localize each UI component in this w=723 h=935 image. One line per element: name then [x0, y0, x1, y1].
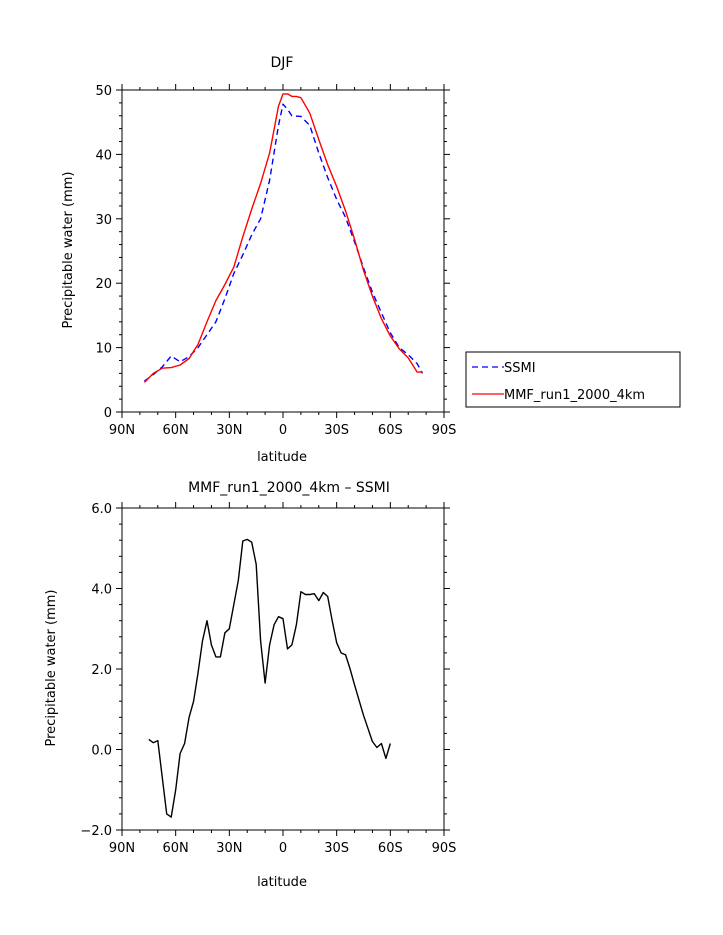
bottom-plot-frame	[121, 507, 445, 831]
top-y-tick-label: 30	[95, 213, 112, 228]
top-x-tick-label: 0	[279, 423, 287, 438]
top-x-tick-label: 60N	[163, 423, 189, 438]
top-y-tick-label: 20	[95, 277, 112, 292]
bottom-x-tick-label: 0	[279, 841, 287, 856]
bottom-series-line-difference	[148, 538, 391, 818]
legend-label-mmf: MMF_run1_2000_4km	[504, 388, 645, 403]
top-series-line-ssmi	[143, 103, 424, 382]
top-x-tick-label: 90S	[432, 423, 457, 438]
top-x-axis-label: latitude	[257, 450, 307, 465]
top-y-tick-label: 50	[95, 84, 112, 99]
top-x-tick-label: 30S	[324, 423, 349, 438]
bottom-y-tick-label: −2.0	[80, 824, 112, 839]
top-series-line-mmf	[143, 93, 423, 383]
legend: SSMI MMF_run1_2000_4km	[465, 351, 681, 408]
bottom-y-tick-label: 2.0	[91, 663, 112, 678]
bottom-y-tick-label: 0.0	[91, 744, 112, 759]
top-y-tick-label: 0	[104, 406, 112, 421]
bottom-y-tick-label: 6.0	[91, 502, 112, 517]
legend-box	[465, 351, 681, 408]
top-x-tick-label: 30N	[216, 423, 242, 438]
bottom-x-tick-label: 60N	[163, 841, 189, 856]
bottom-x-axis-label: latitude	[257, 875, 307, 890]
top-y-tick-label: 40	[95, 148, 112, 163]
top-plot-frame	[121, 89, 445, 413]
bottom-x-tick-label: 90N	[109, 841, 135, 856]
top-x-tick-label: 60S	[378, 423, 403, 438]
legend-label-ssmi: SSMI	[504, 361, 536, 376]
bottom-chart-title: MMF_run1_2000_4km – SSMI	[188, 480, 390, 496]
top-y-axis-label: Precipitable water (mm)	[61, 172, 76, 329]
bottom-y-axis-label: Precipitable water (mm)	[44, 590, 59, 747]
bottom-x-tick-label: 90S	[432, 841, 457, 856]
top-y-tick-label: 10	[95, 342, 112, 357]
top-chart-title: DJF	[271, 55, 294, 71]
top-x-tick-label: 90N	[109, 423, 135, 438]
bottom-x-tick-label: 30S	[324, 841, 349, 856]
bottom-x-tick-label: 60S	[378, 841, 403, 856]
bottom-x-tick-label: 30N	[216, 841, 242, 856]
top-panel: DJF latitude Precipitable water (mm) 90N…	[61, 55, 456, 465]
bottom-y-tick-label: 4.0	[91, 583, 112, 598]
bottom-panel: MMF_run1_2000_4km – SSMI latitude Precip…	[44, 480, 456, 890]
